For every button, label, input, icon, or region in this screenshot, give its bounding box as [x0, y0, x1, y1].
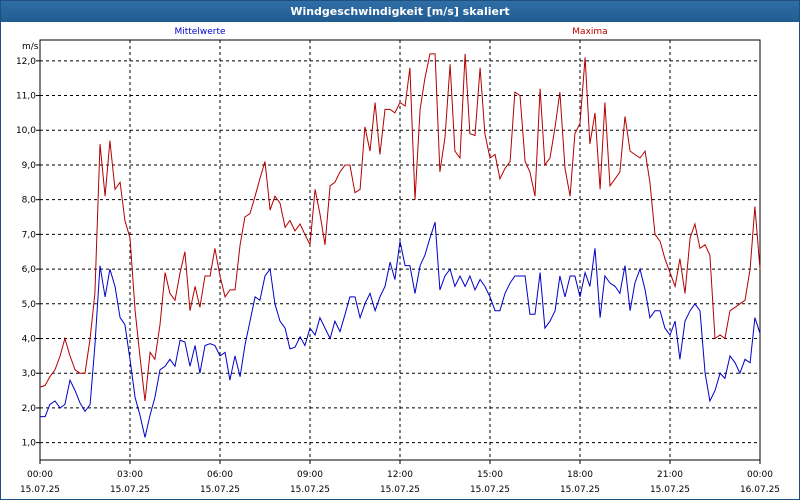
x-tick-time: 21:00 — [657, 470, 683, 480]
series-line-mittelwerte — [40, 222, 761, 438]
x-tick-date: 15.07.25 — [380, 485, 420, 495]
legend-entry-maxima: Maxima — [572, 27, 607, 37]
x-tick-time: 06:00 — [207, 470, 233, 480]
x-tick-time: 09:00 — [297, 470, 323, 480]
x-tick-time: 00:00 — [747, 470, 773, 480]
y-axis-label: m/s — [22, 42, 39, 52]
x-tick-time: 00:00 — [27, 470, 53, 480]
y-tick-label: 3,0 — [22, 369, 37, 379]
x-tick-date: 15.07.25 — [290, 485, 330, 495]
x-tick-date: 15.07.25 — [470, 485, 510, 495]
series-line-maxima — [39, 53, 761, 402]
y-tick-label: 10,0 — [16, 126, 36, 136]
y-tick-label: 7,0 — [22, 230, 37, 240]
y-tick-label: 5,0 — [22, 300, 37, 310]
x-tick-date: 15.07.25 — [560, 485, 600, 495]
x-tick-date: 15.07.25 — [200, 485, 240, 495]
y-tick-label: 4,0 — [22, 335, 37, 345]
x-tick-time: 18:00 — [567, 470, 593, 480]
y-tick-label: 6,0 — [22, 265, 37, 275]
y-tick-label: 9,0 — [22, 161, 37, 171]
x-tick-time: 15:00 — [477, 470, 503, 480]
y-tick-label: 1,0 — [22, 439, 37, 449]
x-tick-time: 03:00 — [117, 470, 143, 480]
x-tick-date: 15.07.25 — [20, 485, 60, 495]
y-tick-label: 12,0 — [16, 57, 36, 67]
x-tick-date: 15.07.25 — [110, 485, 150, 495]
x-tick-date: 15.07.25 — [650, 485, 690, 495]
legend: Mittelwerte Maxima — [174, 27, 607, 37]
series-lines — [39, 53, 761, 438]
y-tick-label: 8,0 — [22, 196, 37, 206]
x-tick-time: 12:00 — [387, 470, 413, 480]
y-tick-label: 2,0 — [22, 404, 37, 414]
legend-entry-mittelwerte: Mittelwerte — [174, 27, 225, 37]
y-axis: 1,0 2,0 3,0 4,0 5,0 6,0 7,0 8,0 9,0 10,0 11,0 12,0 — [16, 57, 40, 449]
x-tick-date: 16.07.25 — [740, 485, 780, 495]
x-axis: 00:00 15.07.25 03:00 15.07.25 06:00 15.07.25 0… — [20, 460, 780, 495]
y-tick-label: 11,0 — [16, 92, 36, 102]
chart-title: Windgeschwindigkeit [m/s] skaliert — [1, 1, 799, 22]
